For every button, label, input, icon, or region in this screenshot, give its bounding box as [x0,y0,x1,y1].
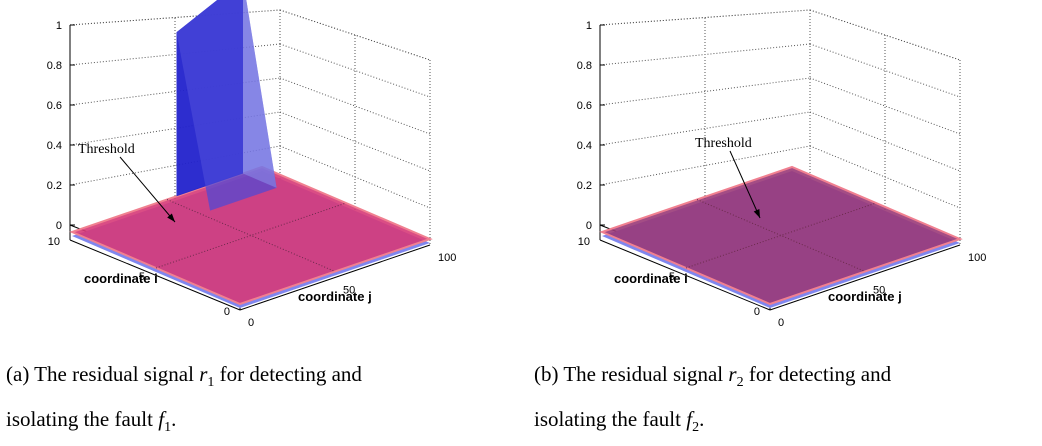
z-tick-label: 0.4 [47,140,62,152]
i-axis-label: coordinate i [84,271,158,286]
caption-a-prefix: (a) The residual signal [6,362,200,386]
caption-a-fault-sub: 1 [164,420,172,436]
fault-spike-side [243,0,277,188]
i-tick-label: 10 [578,236,590,248]
j-tick-label: 100 [968,252,986,264]
grid-line [809,43,961,98]
floor-grid-line [155,202,347,269]
grid-line [69,77,281,106]
caption-b-suffix: . [699,407,705,432]
i-axis-line [599,239,771,311]
j-axis-label: coordinate j [298,289,372,304]
i-edge-line [239,244,431,311]
i-tick-label: 0 [224,306,230,318]
caption-a-var: r [199,362,208,386]
caption-b-fault-var: f [686,407,693,432]
caption-b-middle: for detecting and [743,362,892,386]
caption-a-fault-var: f [158,407,165,432]
i-tick-label: 5 [669,271,675,283]
j-tick-label: 0 [778,317,784,329]
z-tick-label: 0.6 [47,100,62,112]
floor-grid-line [685,202,877,269]
caption-b-prefix: (b) The residual signal [534,362,729,386]
z-tick-label: 1 [586,20,592,32]
grid-line [599,77,811,106]
threshold-arrow-head [753,209,760,218]
i-tick-label: 10 [48,236,60,248]
z-tick-label: 0.2 [577,180,592,192]
caption-b-line2: isolating the fault [534,407,687,432]
caption-a-suffix: . [171,407,177,432]
caption-b: (b) The residual signal r2 for detecting… [534,356,1034,446]
z-tick-label: 0.2 [47,180,62,192]
z-tick-label: 0.4 [577,140,592,152]
grid-line [599,9,811,26]
grid-line [599,145,811,186]
caption-a-middle: for detecting and [214,362,362,386]
threshold-surface [599,165,963,306]
grid-line [69,9,281,26]
caption-b-fault-sub: 2 [692,420,700,436]
j-axis-label: coordinate j [828,289,902,304]
z-tick-label: 0.8 [577,60,592,72]
i-axis-line [69,239,241,311]
i-axis-label: coordinate i [614,271,688,286]
j-tick-label: 50 [343,285,355,297]
caption-a: (a) The residual signal r1 for detecting… [6,356,506,446]
j-tick-label: 0 [248,317,254,329]
z-tick-label: 0 [56,220,62,232]
caption-b-var-sub: 2 [736,375,744,391]
threshold-surface [69,165,433,306]
threshold-arrow [729,150,761,219]
caption-a-var-sub: 1 [207,375,215,391]
grid-line [599,111,811,146]
caption-a-line2: isolating the fault [6,407,159,432]
grid-line [809,111,961,172]
grid-line [279,43,431,98]
z-tick-label: 0 [586,220,592,232]
floor-grid-line [696,199,866,272]
chart-panel-b: 0 0.2 0.4 0.6 0.8 1 0 5 10 0 50 100 coordinate i coor… [540,0,1040,330]
j-tick-label: 100 [438,252,456,264]
z-tick-label: 1 [56,20,62,32]
threshold-annotation: Threshold [695,136,752,151]
threshold-arrow-head [167,213,175,222]
grid-line [279,111,431,172]
z-tick-label: 0.8 [47,60,62,72]
i-tick-label: 5 [139,271,145,283]
chart-panel-a: 0 0.2 0.4 0.6 0.8 1 0 5 10 0 50 100 coordinate i coor… [10,0,510,330]
threshold-arrow [119,156,176,223]
j-tick-label: 50 [873,285,885,297]
i-edge-line [769,244,961,311]
i-tick-label: 0 [754,306,760,318]
caption-b-var: r [728,362,737,386]
threshold-annotation: Threshold [78,142,135,157]
z-tick-label: 0.6 [577,100,592,112]
floor-grid-line [166,199,336,272]
